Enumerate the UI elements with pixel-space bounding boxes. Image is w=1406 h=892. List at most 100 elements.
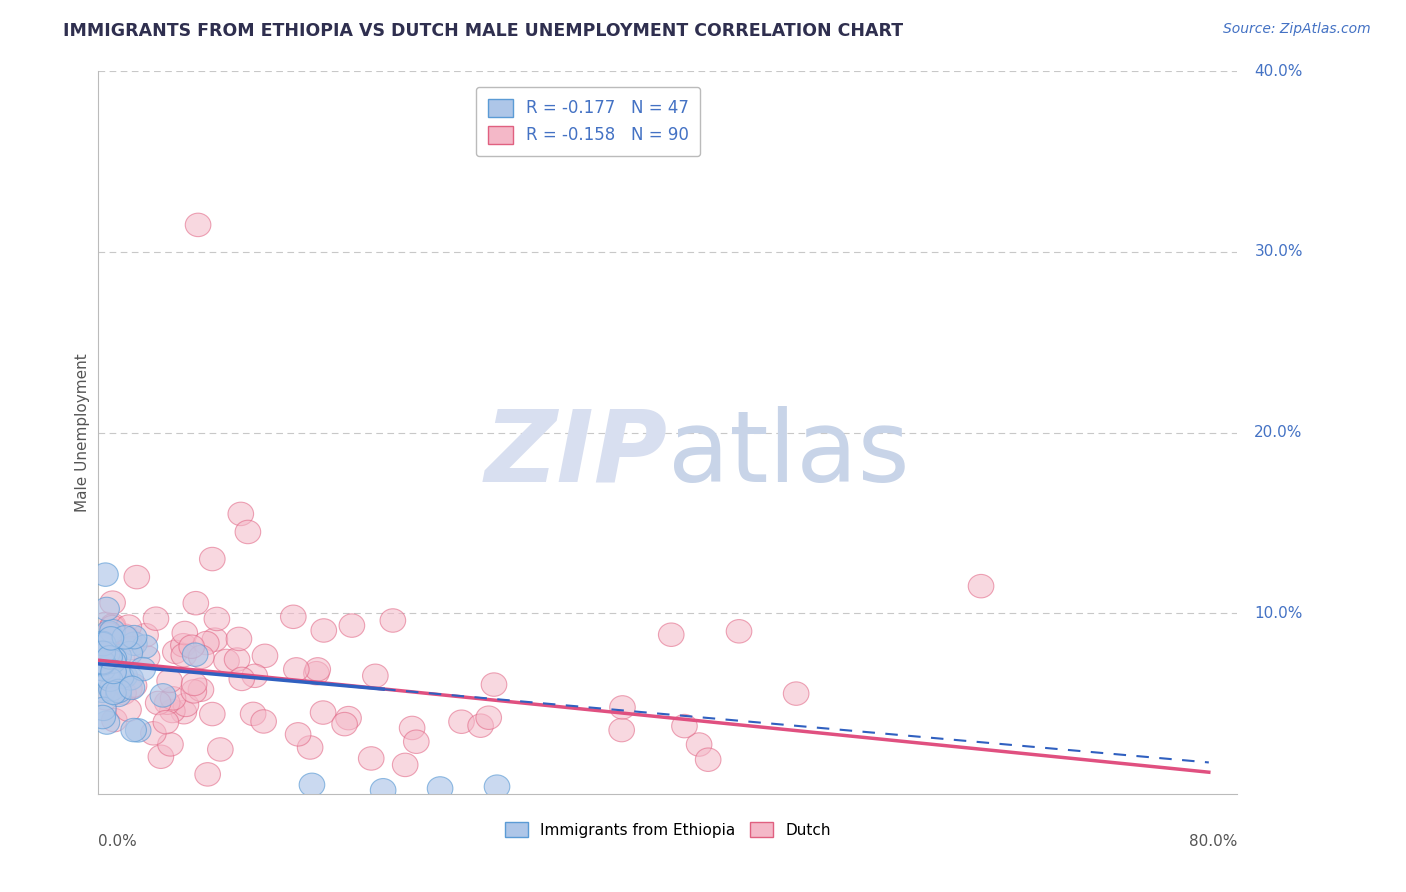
Ellipse shape	[339, 614, 364, 637]
Legend: R = -0.177   N = 47, R = -0.158   N = 90: R = -0.177 N = 47, R = -0.158 N = 90	[475, 87, 700, 156]
Ellipse shape	[468, 714, 494, 738]
Ellipse shape	[299, 773, 325, 797]
Ellipse shape	[186, 213, 211, 236]
Ellipse shape	[475, 706, 502, 730]
Ellipse shape	[108, 665, 134, 689]
Ellipse shape	[173, 693, 198, 716]
Ellipse shape	[150, 683, 176, 707]
Text: 40.0%: 40.0%	[1254, 64, 1303, 78]
Ellipse shape	[148, 745, 174, 769]
Ellipse shape	[129, 657, 156, 681]
Ellipse shape	[359, 747, 384, 770]
Ellipse shape	[94, 711, 120, 734]
Ellipse shape	[157, 732, 183, 756]
Ellipse shape	[98, 678, 124, 701]
Ellipse shape	[311, 701, 336, 724]
Ellipse shape	[609, 718, 634, 742]
Ellipse shape	[188, 645, 214, 669]
Ellipse shape	[297, 736, 323, 759]
Ellipse shape	[121, 718, 146, 742]
Ellipse shape	[179, 635, 204, 658]
Ellipse shape	[115, 615, 142, 639]
Ellipse shape	[157, 669, 183, 693]
Ellipse shape	[90, 653, 115, 676]
Ellipse shape	[105, 683, 131, 706]
Ellipse shape	[93, 612, 118, 636]
Ellipse shape	[90, 679, 115, 703]
Ellipse shape	[727, 620, 752, 643]
Ellipse shape	[96, 621, 121, 644]
Text: 20.0%: 20.0%	[1254, 425, 1303, 440]
Ellipse shape	[672, 714, 697, 738]
Ellipse shape	[90, 657, 115, 681]
Ellipse shape	[93, 632, 118, 655]
Ellipse shape	[155, 691, 180, 714]
Ellipse shape	[242, 664, 267, 688]
Ellipse shape	[170, 633, 197, 657]
Ellipse shape	[172, 700, 197, 724]
Ellipse shape	[90, 651, 115, 675]
Ellipse shape	[285, 723, 311, 746]
Ellipse shape	[427, 777, 453, 800]
Ellipse shape	[188, 678, 214, 701]
Ellipse shape	[363, 664, 388, 688]
Ellipse shape	[143, 607, 169, 631]
Ellipse shape	[101, 681, 127, 705]
Ellipse shape	[93, 687, 118, 710]
Ellipse shape	[145, 691, 172, 714]
Ellipse shape	[696, 748, 721, 772]
Ellipse shape	[100, 615, 125, 639]
Ellipse shape	[370, 779, 396, 802]
Ellipse shape	[132, 635, 157, 658]
Text: ZIP: ZIP	[485, 406, 668, 503]
Ellipse shape	[163, 640, 188, 664]
Ellipse shape	[96, 648, 121, 673]
Ellipse shape	[90, 706, 115, 729]
Ellipse shape	[97, 646, 122, 669]
Ellipse shape	[202, 628, 228, 651]
Ellipse shape	[93, 563, 118, 586]
Ellipse shape	[783, 681, 808, 706]
Ellipse shape	[240, 702, 266, 725]
Ellipse shape	[225, 648, 250, 672]
Ellipse shape	[90, 650, 115, 674]
Ellipse shape	[332, 713, 357, 736]
Ellipse shape	[380, 608, 406, 632]
Ellipse shape	[90, 698, 117, 721]
Ellipse shape	[94, 598, 120, 621]
Ellipse shape	[96, 623, 122, 646]
Ellipse shape	[94, 641, 120, 665]
Ellipse shape	[117, 628, 142, 651]
Ellipse shape	[235, 520, 260, 544]
Ellipse shape	[200, 548, 225, 571]
Ellipse shape	[121, 673, 146, 698]
Ellipse shape	[208, 738, 233, 761]
Ellipse shape	[686, 733, 711, 756]
Ellipse shape	[252, 644, 278, 667]
Ellipse shape	[172, 621, 198, 645]
Ellipse shape	[121, 632, 148, 656]
Ellipse shape	[194, 632, 219, 655]
Text: Source: ZipAtlas.com: Source: ZipAtlas.com	[1223, 22, 1371, 37]
Ellipse shape	[101, 708, 127, 731]
Ellipse shape	[117, 641, 142, 665]
Ellipse shape	[120, 676, 145, 699]
Ellipse shape	[336, 706, 361, 730]
Ellipse shape	[100, 591, 125, 615]
Ellipse shape	[100, 619, 125, 643]
Ellipse shape	[132, 624, 159, 647]
Text: 10.0%: 10.0%	[1254, 606, 1303, 621]
Ellipse shape	[281, 605, 307, 629]
Ellipse shape	[90, 632, 115, 655]
Text: IMMIGRANTS FROM ETHIOPIA VS DUTCH MALE UNEMPLOYMENT CORRELATION CHART: IMMIGRANTS FROM ETHIOPIA VS DUTCH MALE U…	[63, 22, 904, 40]
Ellipse shape	[226, 627, 252, 650]
Ellipse shape	[181, 680, 207, 703]
Ellipse shape	[229, 667, 254, 690]
Ellipse shape	[112, 624, 138, 648]
Ellipse shape	[658, 623, 685, 647]
Ellipse shape	[101, 647, 127, 671]
Ellipse shape	[112, 665, 138, 688]
Ellipse shape	[134, 646, 160, 669]
Ellipse shape	[98, 626, 124, 650]
Ellipse shape	[392, 753, 418, 777]
